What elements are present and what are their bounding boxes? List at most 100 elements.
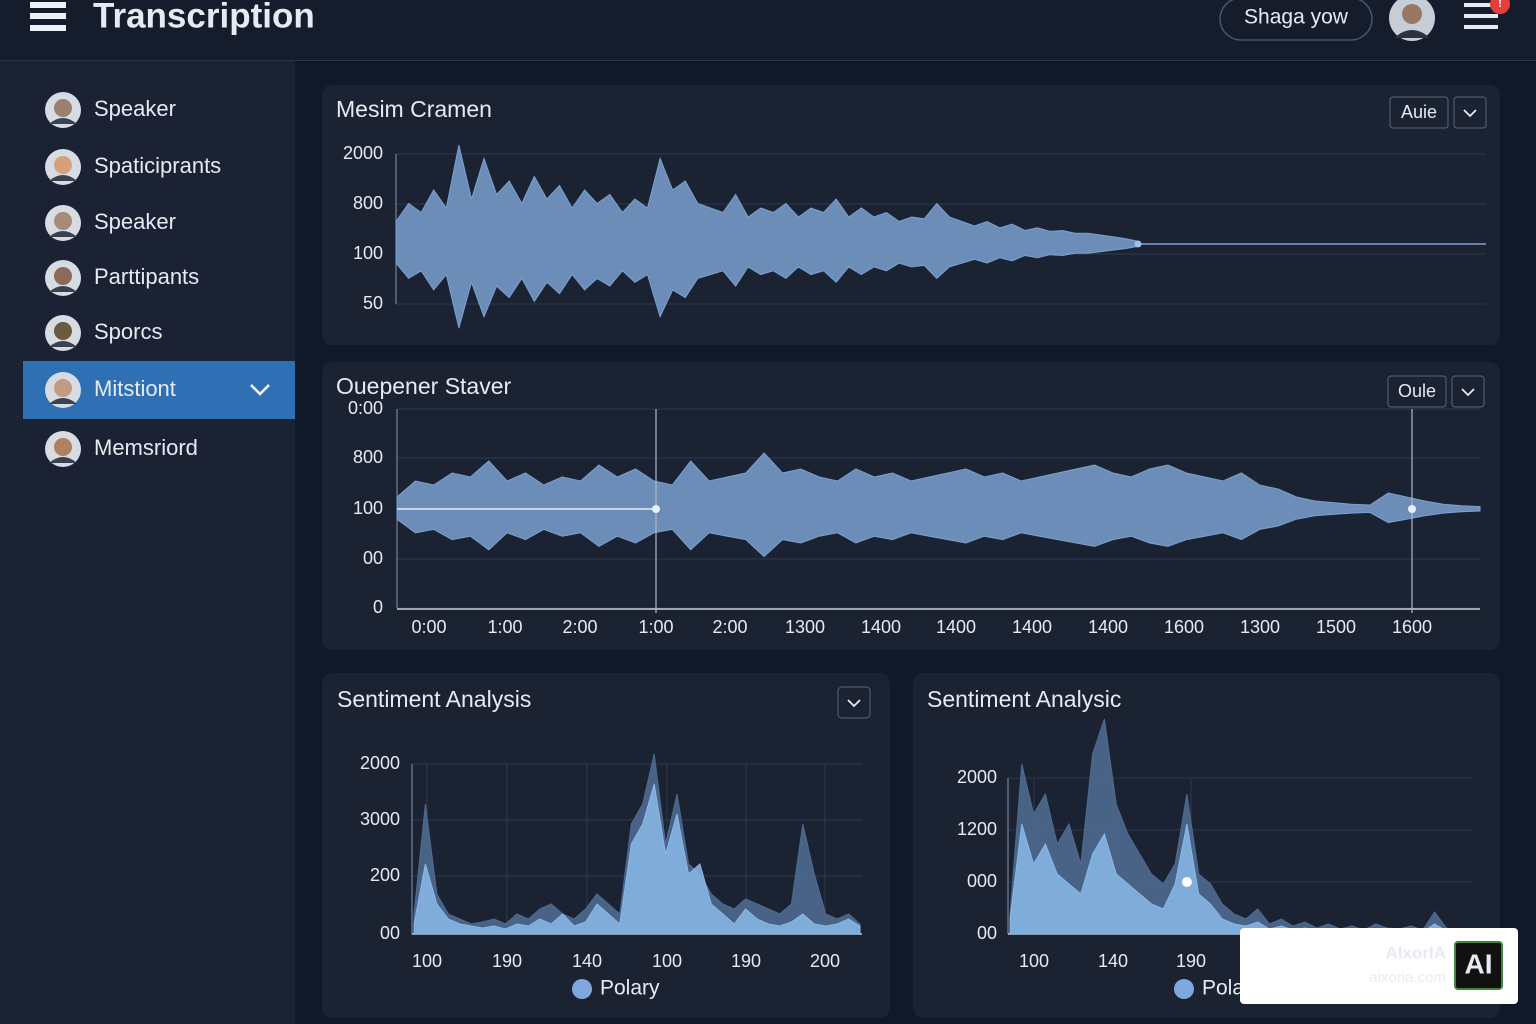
- y-label: 2000: [957, 767, 997, 787]
- sidebar-item[interactable]: Sporcs: [45, 315, 162, 351]
- sidebar-label: Sporcs: [94, 319, 162, 344]
- panel-title: Sentiment Analysic: [927, 686, 1121, 712]
- panel-title: Sentiment Analysis: [337, 686, 531, 712]
- y-label: 100: [353, 498, 383, 518]
- dropdown-box: [1389, 96, 1449, 129]
- avatar-face: [54, 267, 72, 285]
- y-label: 1200: [957, 819, 997, 839]
- area-series: [413, 783, 861, 935]
- dropdown[interactable]: Oule: [1387, 375, 1485, 408]
- legend-label: Polary: [600, 977, 660, 1000]
- x-label: 200: [810, 951, 840, 971]
- avatar-face: [54, 379, 72, 397]
- x-label: 1300: [785, 617, 825, 637]
- y-label: 200: [370, 865, 400, 885]
- watermark: AlxorlA aixoria.com AI: [1240, 928, 1518, 1004]
- menu-button[interactable]: [30, 2, 66, 31]
- cursor-dot: [1408, 505, 1416, 513]
- x-label: 1300: [1240, 617, 1280, 637]
- avatar-body: [49, 286, 77, 292]
- y-label: 50: [363, 293, 383, 313]
- chart-panel: Sentiment Analysis 2000 3000 200 00 100 190 140…: [337, 686, 871, 1000]
- x-label: 100: [652, 951, 682, 971]
- sidebar-item[interactable]: Mitstiont: [23, 361, 295, 419]
- x-label: 190: [731, 951, 761, 971]
- avatar-face: [54, 99, 72, 117]
- y-label: 100: [353, 243, 383, 263]
- notifications[interactable]: !: [1464, 0, 1510, 29]
- user-avatar[interactable]: [1389, 0, 1435, 41]
- waveform: [396, 452, 1481, 558]
- y-label: 000: [967, 871, 997, 891]
- panel: [322, 85, 1500, 345]
- avatar-face: [54, 156, 72, 174]
- x-label: 1400: [861, 617, 901, 637]
- sidebar-item[interactable]: Parttipants: [45, 260, 199, 296]
- playhead-dot: [1134, 240, 1142, 248]
- y-label: 0: [373, 597, 383, 617]
- dropdown-box: [1387, 375, 1447, 408]
- avatar-body: [49, 398, 77, 404]
- dropdown[interactable]: [837, 686, 871, 719]
- search-pill[interactable]: Shaga yow: [1219, 0, 1373, 41]
- cursor-dot: [652, 505, 660, 513]
- y-label: 00: [363, 548, 383, 568]
- avatar-face: [1402, 4, 1422, 24]
- chevron: [250, 384, 270, 396]
- x-label: 1600: [1164, 617, 1204, 637]
- avatar-face: [54, 438, 72, 456]
- sidebar-label: Parttipants: [94, 264, 199, 289]
- watermark-box: [1240, 928, 1518, 1004]
- sidebar-item[interactable]: Memsriord: [45, 431, 198, 467]
- dropdown-toggle: [1453, 96, 1487, 129]
- menu-bar: [30, 2, 66, 8]
- sidebar-label: Speaker: [94, 209, 176, 234]
- app-title: Transcription: [93, 0, 315, 35]
- avatar-body: [49, 231, 77, 237]
- highlight-dot: [1181, 877, 1192, 887]
- sidebar-item[interactable]: Spaticiprants: [45, 149, 221, 185]
- avatar-face: [54, 322, 72, 340]
- chevron: [1463, 109, 1477, 118]
- menu-bar: [30, 25, 66, 31]
- pill-text: Shaga yow: [1244, 6, 1349, 29]
- dropdown[interactable]: Auie: [1389, 96, 1487, 129]
- sidebar-item[interactable]: Speaker: [45, 92, 176, 128]
- y-label: 800: [353, 447, 383, 467]
- avatar-body: [1394, 30, 1430, 38]
- x-label: 1500: [1316, 617, 1356, 637]
- chevron: [847, 699, 861, 708]
- watermark-name: AlxorlA: [1386, 943, 1446, 962]
- panel-title: Ouepener Staver: [336, 373, 512, 399]
- logo-box: [1454, 941, 1503, 990]
- x-label: 2:00: [562, 617, 597, 637]
- list-bar: [1464, 14, 1498, 18]
- sidebar-label: Spaticiprants: [94, 153, 221, 178]
- y-label: 00: [977, 923, 997, 943]
- x-label: 1600: [1392, 617, 1432, 637]
- badge: [1490, 0, 1510, 14]
- panel-title: Mesim Cramen: [336, 96, 492, 122]
- chart-panel: Mesim Cramen Auie 2000 800 100 50: [336, 96, 1487, 329]
- x-label: 190: [492, 951, 522, 971]
- y-label: 3000: [360, 809, 400, 829]
- menu-bar: [30, 13, 66, 19]
- dropdown-label: Oule: [1398, 381, 1436, 401]
- x-label: 0:00: [411, 617, 446, 637]
- sidebar-label: Speaker: [94, 96, 176, 121]
- avatar-body: [49, 175, 77, 181]
- y-label: 00: [380, 923, 400, 943]
- dropdown-toggle: [837, 686, 871, 719]
- x-label: 140: [572, 951, 602, 971]
- sidebar-label: Memsriord: [94, 435, 198, 460]
- list-bar: [1464, 3, 1498, 7]
- x-label: 190: [1176, 951, 1206, 971]
- list-bar: [1464, 25, 1498, 29]
- dropdown-label: Auie: [1401, 102, 1437, 122]
- y-label: 800: [353, 193, 383, 213]
- sidebar-item[interactable]: Speaker: [45, 205, 176, 241]
- sidebar-label: Mitstiont: [94, 376, 176, 401]
